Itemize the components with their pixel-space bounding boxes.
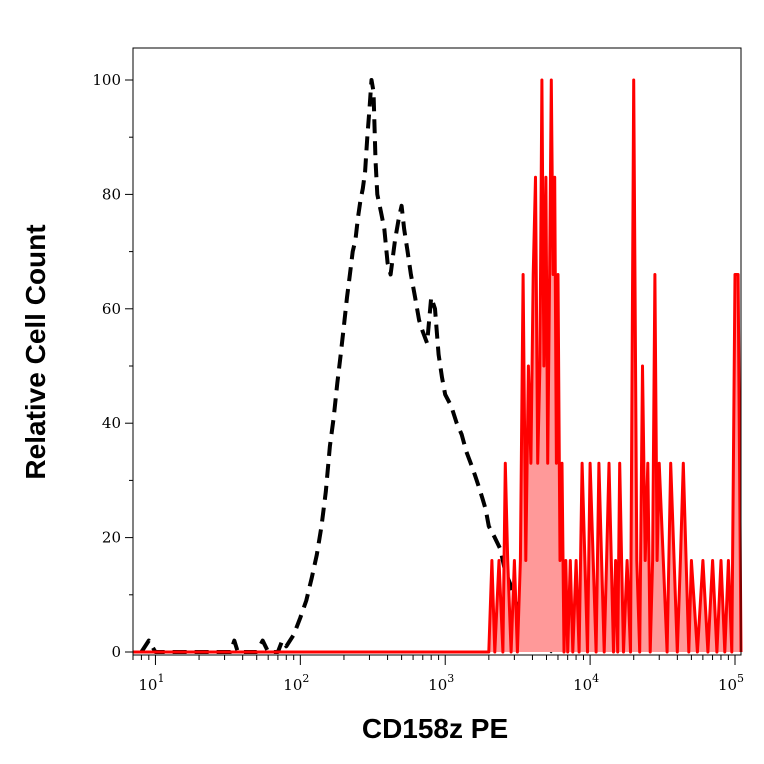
y-tick-label-5: 100 <box>92 71 121 89</box>
x-tick-label-4: 105 <box>718 672 744 694</box>
y-tick-label-1: 20 <box>102 529 121 547</box>
y-tick-label-3: 60 <box>102 300 121 318</box>
x-tick-label-0: 101 <box>138 672 164 694</box>
y-tick-label-2: 40 <box>102 414 121 432</box>
x-tick-label-3: 104 <box>573 672 599 694</box>
series-0-line <box>139 78 554 654</box>
plot-border <box>132 47 742 656</box>
x-axis-title: CD158z PE <box>362 713 508 744</box>
x-tick-label-2: 103 <box>428 672 454 694</box>
y-axis-title: Relative Cell Count <box>20 224 51 479</box>
y-tick-labels: 0 20 40 60 80 100 <box>92 71 121 661</box>
tick-marks-layer <box>125 79 736 665</box>
plot-frame <box>132 47 742 656</box>
y-tick-label-4: 80 <box>102 185 121 203</box>
x-tick-label-1: 102 <box>283 672 309 694</box>
x-tick-labels: 101 102 103 104 105 <box>138 672 744 694</box>
series-layer <box>133 78 743 654</box>
y-tick-label-0: 0 <box>111 643 121 661</box>
series-1-line <box>133 78 743 654</box>
